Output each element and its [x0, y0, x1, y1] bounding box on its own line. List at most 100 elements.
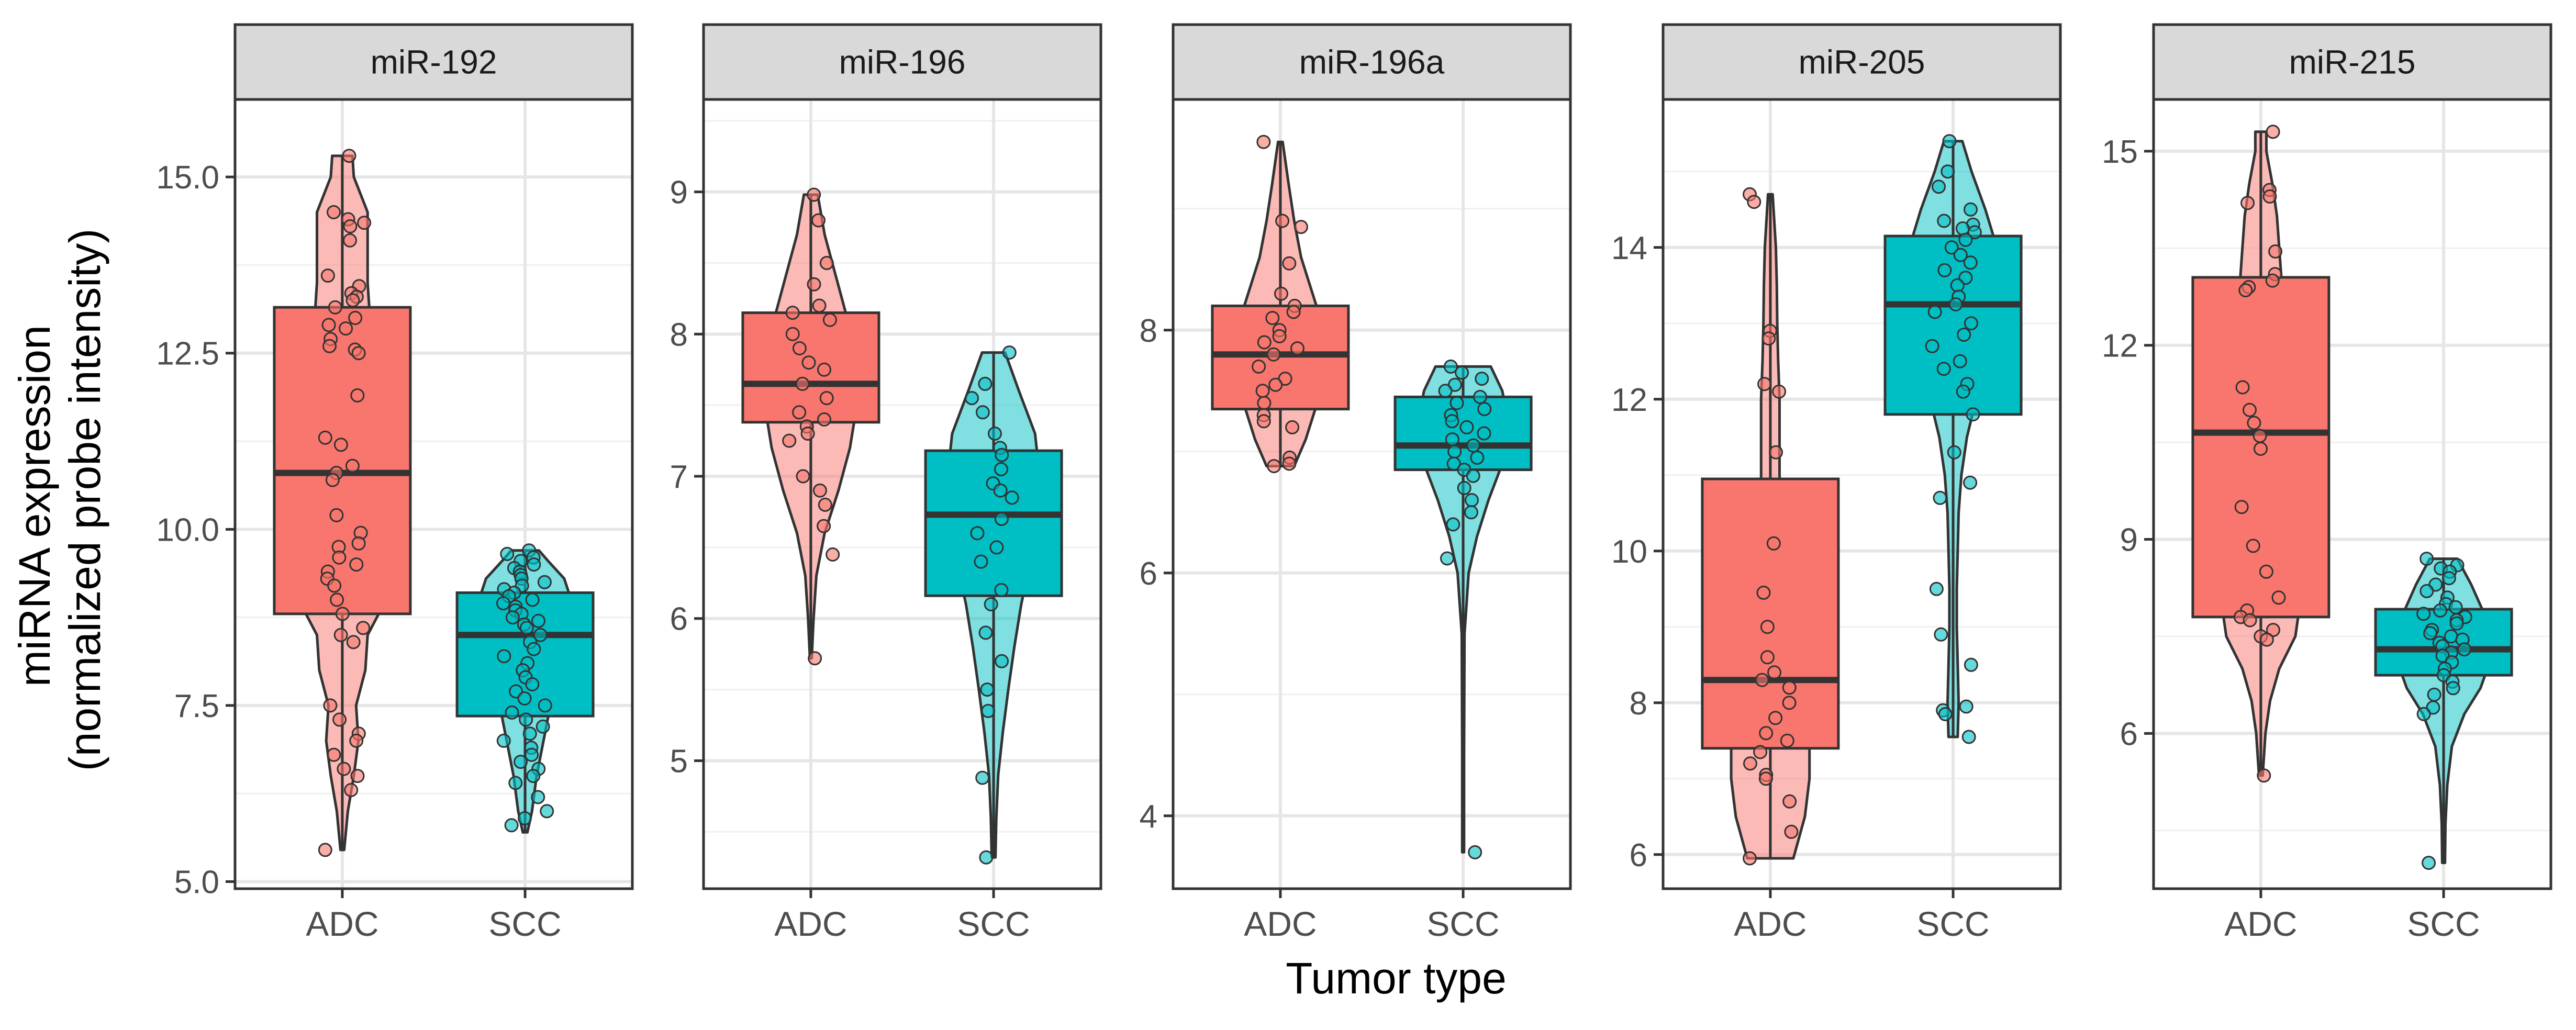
data-point	[2448, 600, 2463, 614]
data-point	[811, 213, 826, 228]
data-point	[351, 346, 366, 361]
data-point	[318, 843, 332, 857]
panel-background	[1173, 99, 1570, 889]
data-point	[1755, 673, 1769, 687]
data-point	[995, 447, 1009, 462]
y-tick-label: 12	[2102, 328, 2138, 364]
data-point	[1265, 311, 1280, 326]
data-point	[2252, 429, 2267, 443]
data-point	[1966, 407, 1980, 422]
data-point	[500, 546, 515, 561]
data-point	[2235, 380, 2250, 395]
x-tick-label: ADC	[1734, 904, 1806, 943]
group-adc	[1211, 135, 1350, 474]
data-point	[505, 610, 520, 625]
data-point	[1457, 480, 1471, 495]
y-axis-title-line1: miRNA expression	[10, 325, 59, 687]
data-point	[1445, 432, 1459, 447]
data-point	[2259, 632, 2274, 647]
data-point	[496, 733, 511, 748]
data-point	[984, 597, 998, 612]
data-point	[525, 747, 539, 762]
data-point	[819, 391, 834, 406]
data-point	[975, 770, 990, 785]
data-point	[1438, 384, 1453, 398]
y-axis-title-line2: (normalized probe intensity)	[60, 229, 109, 771]
data-point	[322, 339, 337, 353]
data-point	[1290, 341, 1304, 356]
data-point	[344, 783, 359, 797]
data-point	[333, 438, 348, 452]
facet-strip	[233, 23, 634, 101]
data-point	[1464, 505, 1478, 520]
data-point	[989, 540, 1004, 555]
data-point	[1005, 490, 1019, 505]
data-point	[817, 362, 831, 377]
data-point	[1963, 475, 1978, 490]
x-tick-label: SCC	[2407, 904, 2480, 943]
data-point	[1955, 221, 1970, 236]
data-point	[1769, 445, 1783, 460]
group-adc	[273, 149, 412, 857]
data-point	[1942, 134, 1957, 149]
data-point	[505, 705, 519, 720]
data-point	[533, 628, 548, 642]
data-point	[348, 310, 363, 325]
facet-strip	[2152, 23, 2552, 101]
data-point	[2419, 584, 2434, 598]
data-point	[974, 554, 988, 569]
data-point	[1286, 305, 1301, 319]
group-scc	[455, 543, 595, 834]
data-point	[1002, 345, 1017, 360]
y-tick-label: 12.5	[156, 336, 219, 372]
data-point	[1257, 396, 1272, 410]
group-scc	[1393, 359, 1533, 859]
data-point	[525, 677, 540, 691]
data-point	[323, 698, 338, 713]
data-point	[1266, 347, 1281, 362]
y-tick-label: 6	[2120, 716, 2138, 752]
data-point	[994, 583, 1009, 597]
y-tick-label: 4	[1140, 799, 1157, 835]
data-point	[988, 427, 1002, 441]
data-point	[351, 536, 366, 551]
data-point	[1743, 851, 1757, 866]
group-adc	[741, 187, 880, 666]
x-tick-label: SCC	[1916, 904, 1989, 943]
facet-label: miR-196a	[1299, 43, 1445, 81]
data-point	[1443, 359, 1458, 374]
data-point	[504, 818, 519, 833]
data-point	[329, 508, 344, 522]
data-point	[1932, 180, 1946, 194]
data-point	[536, 719, 550, 734]
data-point	[795, 376, 810, 391]
data-point	[1782, 680, 1797, 695]
facet-strip	[1661, 23, 2062, 101]
data-point	[2247, 416, 2261, 430]
data-point	[1766, 536, 1781, 551]
data-point	[1446, 456, 1461, 471]
data-point	[342, 149, 356, 163]
facet-panel: miR-215 6 9 12 15 ADC SCC	[2102, 23, 2552, 943]
data-point	[1475, 372, 1489, 386]
data-point	[327, 747, 341, 762]
data-point	[1445, 414, 1459, 429]
facet-strip	[1172, 23, 1572, 101]
data-point	[1964, 316, 1978, 331]
data-point	[2446, 681, 2460, 696]
data-point	[1961, 730, 1976, 744]
box	[1883, 234, 2023, 416]
data-point	[357, 216, 372, 230]
data-point	[1929, 581, 1944, 596]
data-point	[1938, 707, 1953, 721]
data-point	[812, 483, 827, 498]
data-point	[807, 277, 821, 292]
data-point	[525, 592, 540, 607]
y-tick-label: 14	[1611, 230, 1647, 266]
data-point	[2259, 564, 2273, 579]
data-point	[1743, 756, 1757, 771]
y-tick-label: 15	[2102, 134, 2138, 170]
data-point	[1466, 438, 1481, 453]
data-point	[2238, 283, 2253, 298]
data-point	[975, 405, 990, 420]
